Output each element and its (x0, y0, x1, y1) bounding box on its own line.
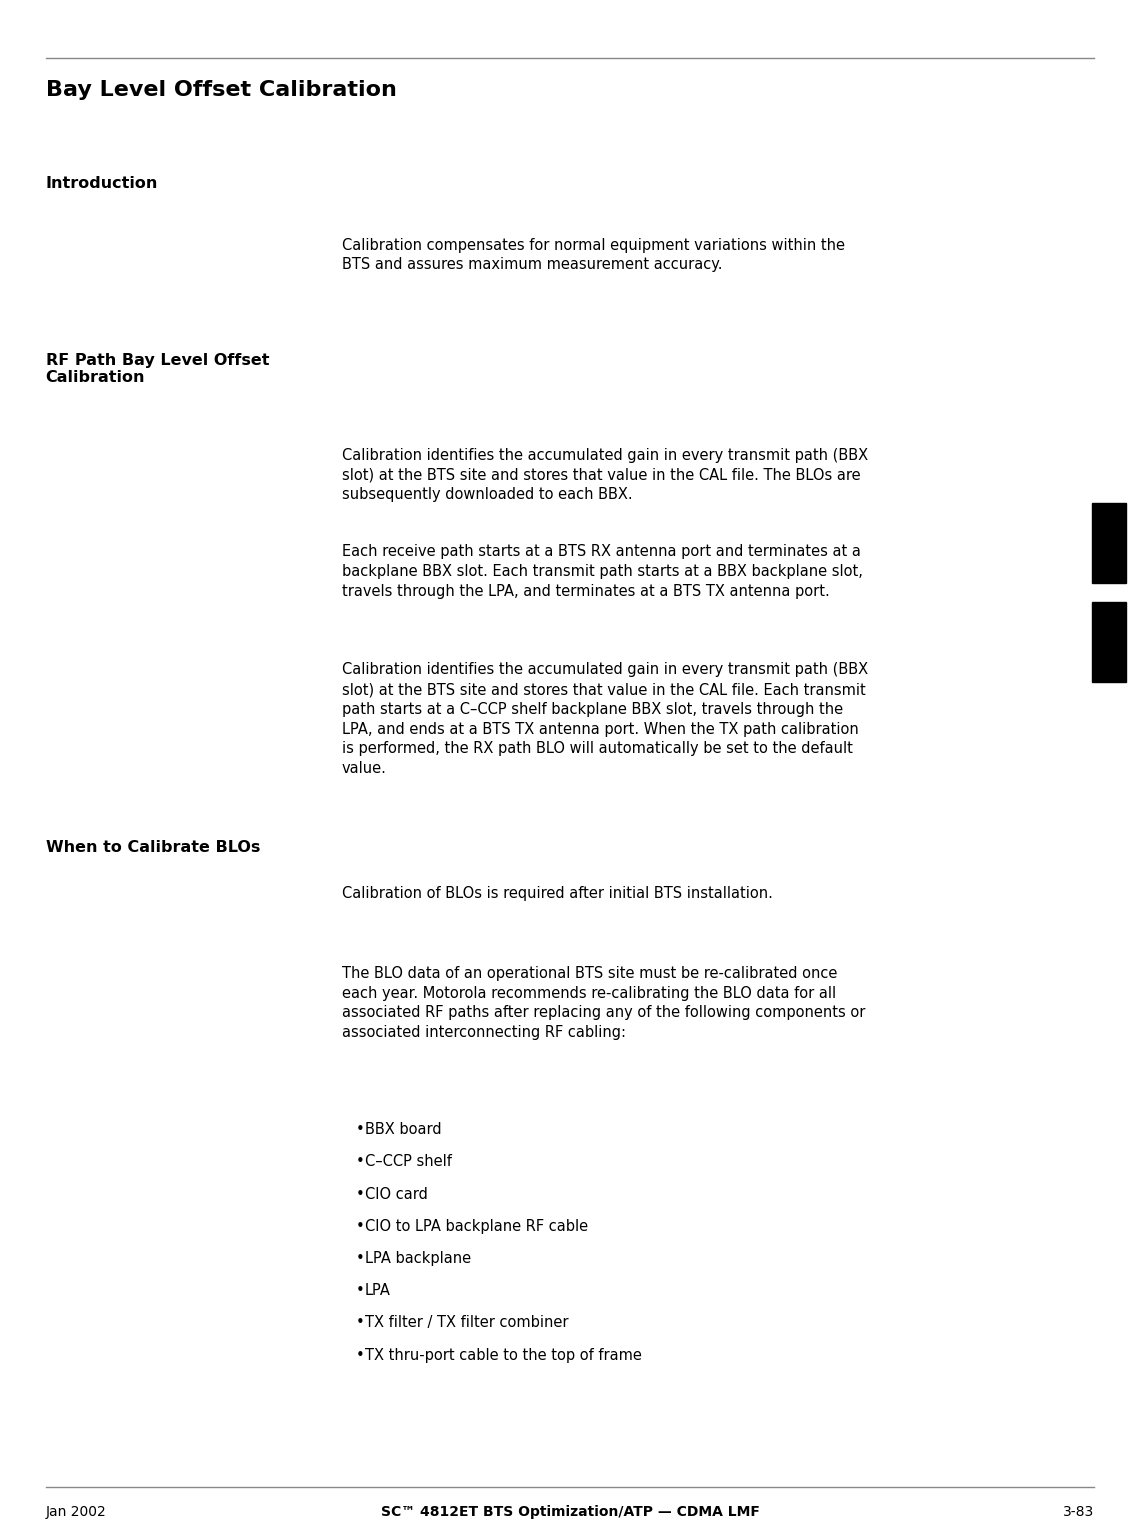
Text: •: • (356, 1154, 365, 1170)
Text: Each receive path starts at a BTS RX antenna port and terminates at a
backplane : Each receive path starts at a BTS RX ant… (342, 544, 863, 599)
Text: 3-83: 3-83 (1064, 1505, 1094, 1519)
Text: Bay Level Offset Calibration: Bay Level Offset Calibration (46, 80, 397, 100)
Bar (1092, 602, 1126, 682)
Text: Introduction: Introduction (46, 176, 158, 192)
Text: Calibration of BLOs is required after initial BTS installation.: Calibration of BLOs is required after in… (342, 886, 773, 901)
Text: C–CCP shelf: C–CCP shelf (365, 1154, 451, 1170)
Text: •: • (356, 1122, 365, 1137)
Text: •: • (356, 1187, 365, 1202)
Text: Calibration identifies the accumulated gain in every transmit path (BBX
slot) at: Calibration identifies the accumulated g… (342, 662, 869, 776)
Text: TX thru-port cable to the top of frame: TX thru-port cable to the top of frame (365, 1348, 642, 1363)
Text: •: • (356, 1348, 365, 1363)
Text: CIO to LPA backplane RF cable: CIO to LPA backplane RF cable (365, 1219, 588, 1234)
Text: •: • (356, 1219, 365, 1234)
Text: •: • (356, 1251, 365, 1266)
Text: Jan 2002: Jan 2002 (46, 1505, 106, 1519)
Text: When to Calibrate BLOs: When to Calibrate BLOs (46, 840, 260, 855)
Text: Calibration identifies the accumulated gain in every transmit path (BBX
slot) at: Calibration identifies the accumulated g… (342, 448, 869, 503)
Text: TX filter / TX filter combiner: TX filter / TX filter combiner (365, 1315, 569, 1331)
Text: •: • (356, 1315, 365, 1331)
Text: LPA backplane: LPA backplane (365, 1251, 471, 1266)
Text: 3: 3 (1100, 619, 1114, 638)
Text: LPA: LPA (365, 1283, 391, 1298)
Text: RF Path Bay Level Offset
Calibration: RF Path Bay Level Offset Calibration (46, 353, 269, 385)
Text: •: • (356, 1283, 365, 1298)
Text: CIO card: CIO card (365, 1187, 428, 1202)
Text: BBX board: BBX board (365, 1122, 441, 1137)
Bar (1092, 503, 1126, 583)
Text: SC™ 4812ET BTS Optimization/ATP — CDMA LMF: SC™ 4812ET BTS Optimization/ATP — CDMA L… (381, 1505, 759, 1519)
Text: The BLO data of an operational BTS site must be re-calibrated once
each year. Mo: The BLO data of an operational BTS site … (342, 966, 865, 1041)
Text: Calibration compensates for normal equipment variations within the
BTS and assur: Calibration compensates for normal equip… (342, 238, 845, 273)
